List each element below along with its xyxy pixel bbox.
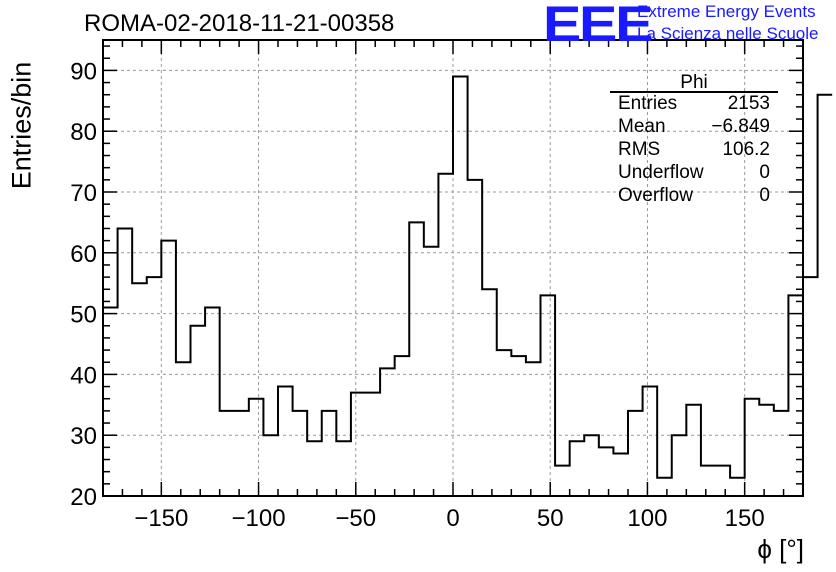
stats-box-divider bbox=[610, 91, 778, 93]
histogram-bin bbox=[657, 478, 672, 496]
axis-ticks bbox=[102, 40, 804, 497]
y-tick-label: 40 bbox=[70, 362, 97, 389]
histogram-bin bbox=[643, 387, 658, 496]
histogram-bin bbox=[118, 228, 133, 496]
histogram-bin bbox=[366, 393, 381, 496]
histogram-bin bbox=[249, 399, 264, 496]
histogram-bin bbox=[263, 435, 278, 496]
x-tick-label: −100 bbox=[232, 505, 286, 532]
histogram-bin bbox=[511, 356, 526, 496]
logo-line-1: Extreme Energy Events bbox=[637, 2, 816, 21]
histogram-bin bbox=[336, 441, 351, 496]
histogram-bin bbox=[716, 466, 731, 496]
histogram-bin bbox=[468, 180, 483, 496]
stats-label: Overflow bbox=[618, 185, 693, 206]
stats-label: RMS bbox=[618, 139, 661, 160]
histogram-bin bbox=[613, 453, 628, 496]
stats-label: Underflow bbox=[618, 162, 704, 183]
histogram-bin bbox=[132, 283, 147, 496]
histogram-bin bbox=[424, 247, 439, 496]
histogram-bin bbox=[103, 308, 118, 496]
histogram-bin bbox=[234, 411, 249, 496]
y-tick-label: 80 bbox=[70, 119, 97, 146]
stats-row-underflow: Underflow 0 bbox=[618, 162, 770, 184]
histogram-bin bbox=[161, 241, 176, 496]
histogram-bin bbox=[628, 411, 643, 496]
histogram-bin bbox=[570, 441, 585, 496]
stats-row-rms: RMS 106.2 bbox=[618, 139, 770, 161]
histogram-bin bbox=[176, 362, 191, 496]
histogram-bin bbox=[584, 435, 599, 496]
histogram-bin bbox=[497, 350, 512, 496]
x-tick-label: 50 bbox=[537, 505, 564, 532]
histogram-bin bbox=[599, 447, 614, 496]
histogram-bin bbox=[380, 368, 395, 496]
y-tick-label: 50 bbox=[70, 302, 97, 329]
tick-labels: −150 −100 −50 0 50 100 150 20 30 40 50 60 70 80 90 bbox=[70, 58, 764, 532]
stats-label: Mean bbox=[618, 116, 666, 137]
x-axis-label: ϕ [°] bbox=[757, 534, 804, 564]
stats-value: 0 bbox=[759, 185, 770, 206]
chart-title: ROMA-02-2018-11-21-00358 bbox=[84, 10, 395, 37]
histogram-bin bbox=[395, 356, 410, 496]
histogram-bin bbox=[541, 295, 556, 496]
stats-row-overflow: Overflow 0 bbox=[618, 185, 770, 207]
histogram-bin bbox=[293, 411, 308, 496]
histogram-bin bbox=[438, 174, 453, 496]
histogram-bin bbox=[759, 405, 774, 496]
x-tick-label: 150 bbox=[725, 505, 765, 532]
histogram-bin bbox=[526, 362, 541, 496]
histogram-bin bbox=[701, 466, 716, 496]
stats-value: 0 bbox=[759, 162, 770, 183]
y-tick-label: 90 bbox=[70, 58, 97, 85]
histogram-bin bbox=[278, 387, 293, 496]
stats-row-mean: Mean −6.849 bbox=[618, 116, 770, 138]
y-tick-label: 30 bbox=[70, 423, 97, 450]
histogram-bin bbox=[322, 411, 337, 496]
histogram-bin bbox=[774, 411, 789, 496]
stats-value: −6.849 bbox=[711, 116, 770, 137]
x-tick-label: −150 bbox=[134, 505, 188, 532]
stats-value: 106.2 bbox=[722, 139, 770, 160]
histogram-bin bbox=[409, 222, 424, 496]
stats-row-entries: Entries 2153 bbox=[618, 93, 770, 115]
histogram-bin bbox=[147, 277, 162, 496]
histogram-bin bbox=[307, 441, 322, 496]
histogram-series bbox=[102, 75, 833, 496]
histogram-bin bbox=[191, 326, 206, 496]
histogram-bin bbox=[686, 405, 701, 496]
y-tick-label: 70 bbox=[70, 180, 97, 207]
y-tick-label: 20 bbox=[70, 484, 97, 511]
stats-label: Entries bbox=[618, 93, 678, 114]
histogram-bin bbox=[205, 308, 220, 496]
x-tick-label: −50 bbox=[335, 505, 376, 532]
x-tick-label: 0 bbox=[446, 505, 459, 532]
histogram-bin bbox=[482, 289, 497, 496]
eee-logo: EEE bbox=[543, 0, 653, 52]
stats-value: 2153 bbox=[727, 93, 770, 114]
histogram-bin bbox=[803, 277, 818, 496]
histogram-bin bbox=[818, 95, 833, 496]
histogram-bin bbox=[555, 466, 570, 496]
stats-box-title: Phi bbox=[680, 72, 708, 93]
histogram-bin bbox=[351, 393, 366, 496]
y-tick-label: 60 bbox=[70, 241, 97, 268]
histogram-bin bbox=[453, 76, 468, 496]
x-tick-label: 100 bbox=[627, 505, 667, 532]
histogram-bin bbox=[745, 399, 760, 496]
histogram-bin bbox=[730, 478, 745, 496]
histogram-bin bbox=[220, 411, 235, 496]
logo-line-2: La Scienza nelle Scuole bbox=[637, 24, 819, 43]
histogram-bin bbox=[672, 435, 687, 496]
